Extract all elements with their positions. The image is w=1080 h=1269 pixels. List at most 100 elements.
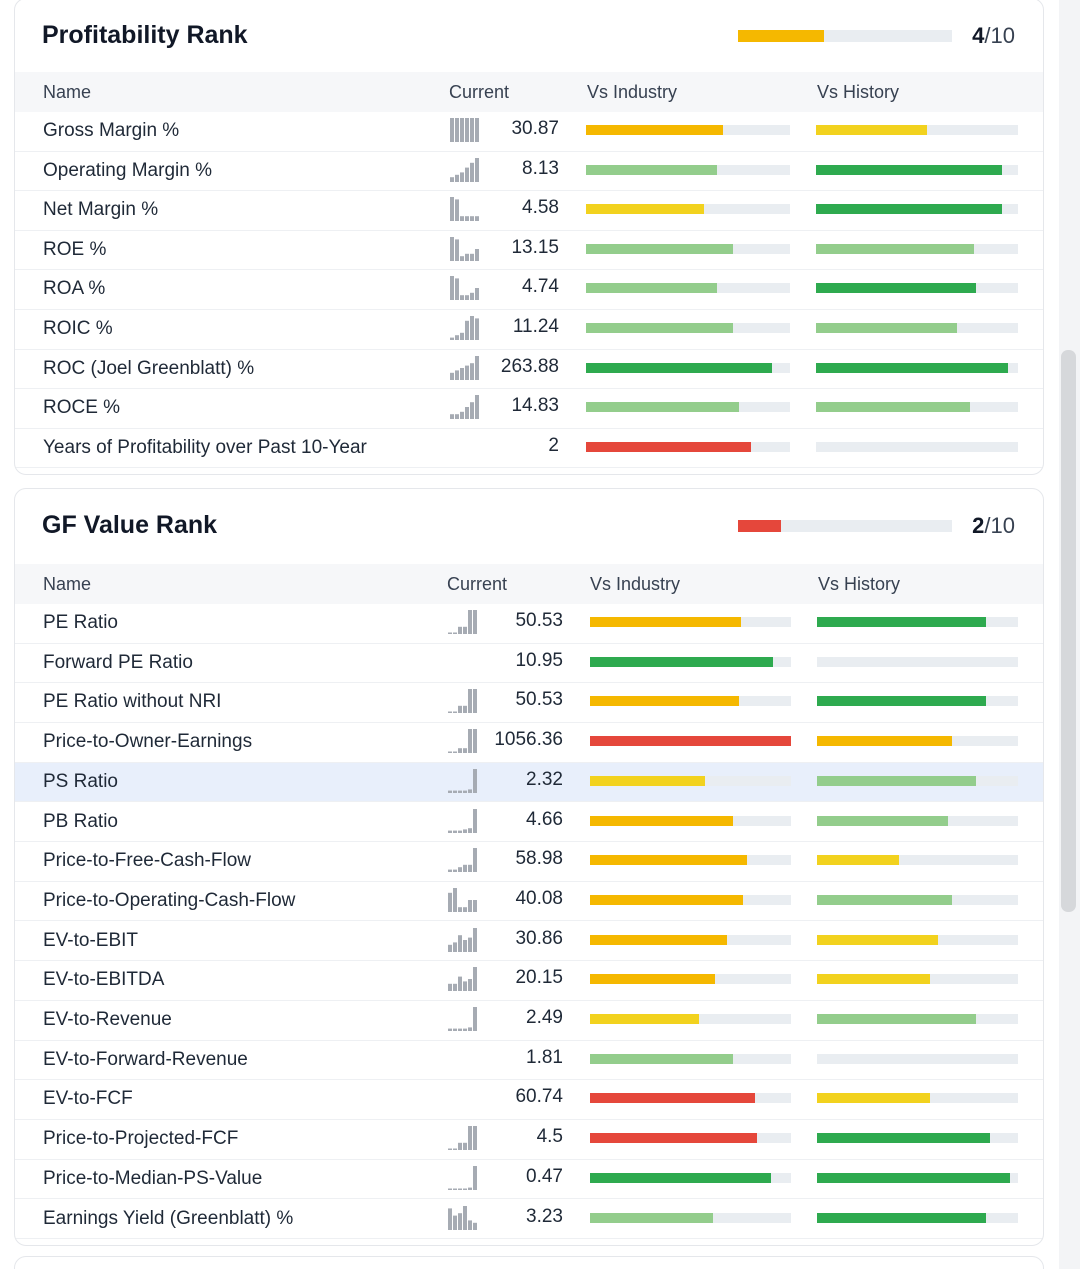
metric-name[interactable]: EV-to-Revenue	[43, 1009, 172, 1030]
vs-history-bar[interactable]	[817, 815, 1018, 826]
sparkline-icon[interactable]	[449, 236, 481, 261]
vs-history-bar[interactable]	[817, 1133, 1018, 1144]
vs-history-bar[interactable]	[817, 934, 1018, 945]
metric-name[interactable]: ROE %	[43, 238, 107, 260]
metric-row-price-to-operating-cash-flow[interactable]: Price-to-Operating-Cash-Flow 40.08	[15, 882, 1043, 922]
vs-history-bar[interactable]	[816, 323, 1018, 333]
column-header-current[interactable]: Current	[449, 82, 510, 102]
vs-industry-bar[interactable]	[586, 323, 790, 333]
metric-name[interactable]: PS Ratio	[43, 770, 118, 792]
sparkline-icon[interactable]	[447, 1205, 479, 1230]
column-header-history[interactable]: Vs History	[817, 82, 900, 102]
sparkline-icon[interactable]	[449, 197, 481, 222]
vs-history-bar[interactable]	[817, 1212, 1018, 1223]
column-header-name[interactable]: Name	[43, 574, 92, 594]
sparkline-icon[interactable]	[447, 689, 479, 714]
column-header-industry[interactable]: Vs Industry	[587, 82, 678, 102]
metric-name[interactable]: Earnings Yield (Greenblatt) %	[43, 1207, 294, 1229]
metric-name[interactable]: ROC (Joel Greenblatt) %	[43, 357, 255, 379]
metric-name[interactable]: ROIC %	[43, 318, 113, 339]
vs-history-bar[interactable]	[817, 696, 1018, 707]
vs-industry-bar[interactable]	[590, 1053, 791, 1064]
metric-name[interactable]: Years of Profitability over Past 10-Year	[43, 436, 367, 458]
sparkline-icon[interactable]	[449, 157, 481, 182]
vs-history-bar[interactable]	[817, 1014, 1018, 1024]
vs-industry-bar[interactable]	[586, 243, 790, 254]
sparkline-icon[interactable]	[449, 395, 481, 420]
metric-name[interactable]: Forward PE Ratio	[43, 651, 193, 673]
sparkline-icon[interactable]	[447, 808, 479, 833]
vs-industry-bar[interactable]	[590, 775, 791, 786]
vs-history-bar[interactable]	[816, 243, 1018, 254]
vs-history-bar[interactable]	[817, 855, 1018, 866]
metric-row-price-to-free-cash-flow[interactable]: Price-to-Free-Cash-Flow 58.98	[15, 842, 1043, 882]
vs-industry-bar[interactable]	[590, 617, 791, 627]
metric-row-earnings-yield-greenblatt[interactable]: Earnings Yield (Greenblatt) % 3.23	[15, 1200, 1043, 1240]
vs-history-bar[interactable]	[817, 656, 1018, 667]
vs-history-bar[interactable]	[817, 775, 1018, 786]
vs-history-bar[interactable]	[817, 894, 1018, 905]
vs-history-bar[interactable]	[817, 1053, 1018, 1064]
vs-industry-bar[interactable]	[590, 1172, 791, 1183]
sparkline-icon[interactable]	[447, 729, 479, 754]
vs-industry-bar[interactable]	[590, 815, 791, 826]
vs-industry-bar[interactable]	[586, 441, 790, 452]
metric-row-ev-to-revenue[interactable]: EV-to-Revenue 2.49	[15, 1001, 1043, 1041]
vs-history-bar[interactable]	[816, 441, 1018, 452]
metric-row-roc-joel-greenblatt[interactable]: ROC (Joel Greenblatt) % 263.88	[15, 350, 1043, 390]
metric-row-pb-ratio[interactable]: PB Ratio 4.66	[15, 803, 1043, 843]
metric-name[interactable]: Price-to-Owner-Earnings	[43, 731, 253, 753]
vs-history-bar[interactable]	[816, 164, 1018, 175]
metric-row-roa[interactable]: ROA % 4.74	[15, 270, 1043, 310]
vs-history-bar[interactable]	[817, 1172, 1018, 1183]
sparkline-icon[interactable]	[447, 967, 479, 992]
vs-industry-bar[interactable]	[586, 362, 790, 373]
metric-row-ps-ratio[interactable]: PS Ratio 2.32	[15, 762, 1043, 803]
metric-name[interactable]: PE Ratio	[43, 612, 118, 633]
metric-row-price-to-projected-fcf[interactable]: Price-to-Projected-FCF 4.5	[15, 1120, 1043, 1160]
metric-row-ev-to-forward-revenue[interactable]: EV-to-Forward-Revenue 1.81	[15, 1041, 1043, 1081]
metric-name[interactable]: EV-to-Forward-Revenue	[43, 1048, 248, 1070]
metric-name[interactable]: ROA %	[43, 278, 106, 300]
vs-industry-bar[interactable]	[586, 204, 790, 215]
metric-name[interactable]: Price-to-Operating-Cash-Flow	[43, 889, 296, 911]
sparkline-icon[interactable]	[447, 768, 479, 793]
metric-row-roce[interactable]: ROCE % 14.83	[15, 389, 1043, 429]
vs-industry-bar[interactable]	[590, 974, 791, 985]
vs-industry-bar[interactable]	[590, 934, 791, 945]
metric-row-gross-margin[interactable]: Gross Margin % 30.87	[15, 112, 1043, 152]
metric-row-ev-to-ebitda[interactable]: EV-to-EBITDA 20.15	[15, 961, 1043, 1001]
vs-industry-bar[interactable]	[586, 125, 790, 135]
column-header-industry[interactable]: Vs Industry	[590, 574, 681, 594]
metric-row-pe-ratio-without-nri[interactable]: PE Ratio without NRI 50.53	[15, 683, 1043, 723]
vs-history-bar[interactable]	[817, 736, 1018, 747]
vs-history-bar[interactable]	[817, 974, 1018, 985]
vs-industry-bar[interactable]	[590, 656, 791, 667]
metric-name[interactable]: PE Ratio without NRI	[43, 691, 222, 713]
sparkline-icon[interactable]	[447, 1007, 479, 1031]
vs-industry-bar[interactable]	[590, 1212, 791, 1223]
sparkline-icon[interactable]	[447, 1165, 479, 1190]
sparkline-icon[interactable]	[447, 887, 479, 912]
vs-industry-bar[interactable]	[586, 164, 790, 175]
metric-name[interactable]: PB Ratio	[43, 810, 118, 832]
metric-row-roe[interactable]: ROE % 13.15	[15, 231, 1043, 271]
metric-name[interactable]: EV-to-FCF	[43, 1088, 133, 1110]
sparkline-icon[interactable]	[449, 118, 481, 142]
vs-history-bar[interactable]	[816, 283, 1018, 294]
vs-industry-bar[interactable]	[586, 283, 790, 294]
metric-name[interactable]: Price-to-Median-PS-Value	[43, 1167, 263, 1189]
vs-industry-bar[interactable]	[590, 696, 791, 707]
metric-name[interactable]: ROCE %	[43, 397, 121, 419]
metric-name[interactable]: EV-to-EBIT	[43, 929, 139, 951]
vs-industry-bar[interactable]	[590, 1093, 791, 1104]
metric-name[interactable]: EV-to-EBITDA	[43, 969, 165, 991]
metric-row-operating-margin[interactable]: Operating Margin % 8.13	[15, 152, 1043, 192]
vs-history-bar[interactable]	[816, 204, 1018, 215]
metric-name[interactable]: Price-to-Projected-FCF	[43, 1128, 239, 1150]
vs-history-bar[interactable]	[816, 362, 1018, 373]
sparkline-icon[interactable]	[449, 276, 481, 301]
vs-industry-bar[interactable]	[590, 855, 791, 866]
metric-name[interactable]: Gross Margin %	[43, 120, 180, 141]
metric-name[interactable]: Operating Margin %	[43, 159, 212, 181]
